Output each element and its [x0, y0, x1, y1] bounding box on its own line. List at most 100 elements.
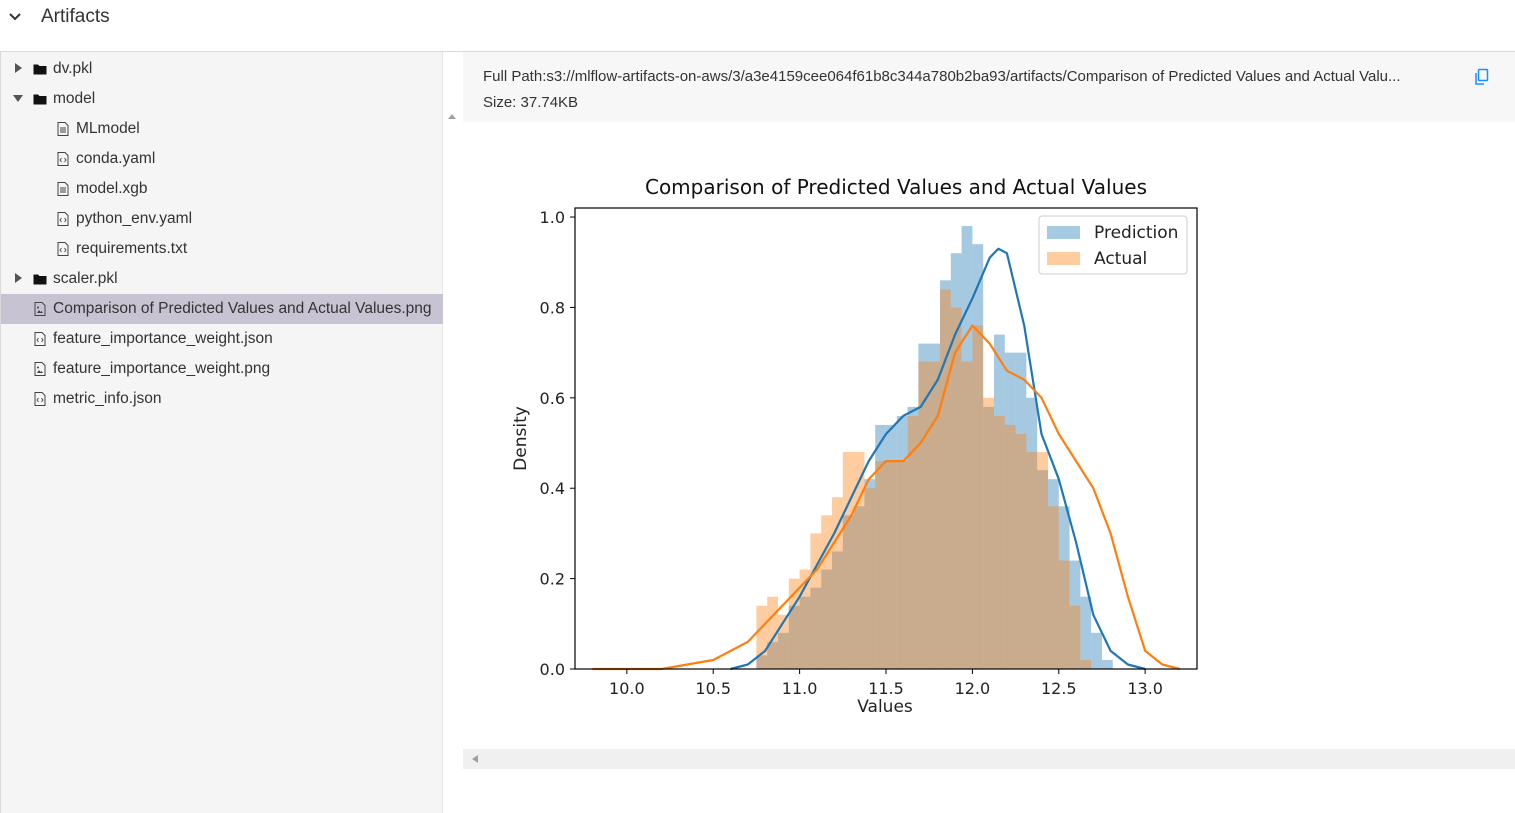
- histogram-bar: [993, 334, 1005, 669]
- x-tick-label: 10.5: [695, 679, 731, 698]
- chevron-down-icon[interactable]: [8, 10, 22, 24]
- caret-right-icon[interactable]: [13, 273, 23, 283]
- caret-right-icon[interactable]: [13, 63, 23, 73]
- tree-item[interactable]: Comparison of Predicted Values and Actua…: [1, 294, 443, 324]
- legend-label: Prediction: [1094, 223, 1178, 243]
- histogram-bar: [1058, 560, 1070, 669]
- artifact-info: Full Path:s3://mlflow-artifacts-on-aws/3…: [463, 52, 1515, 122]
- tree-item-label: requirements.txt: [76, 240, 188, 257]
- tree-item[interactable]: MLmodel: [1, 114, 443, 144]
- histogram-bar: [1058, 506, 1070, 669]
- histogram-bar: [788, 605, 800, 669]
- histogram-bar: [1026, 397, 1038, 669]
- histogram-bar: [983, 406, 994, 669]
- tree-item[interactable]: requirements.txt: [1, 234, 443, 264]
- histogram-bar: [832, 551, 843, 669]
- file-size: Size: 37.74KB: [483, 94, 579, 111]
- tree-item-label: Comparison of Predicted Values and Actua…: [53, 300, 432, 317]
- artifacts-header: Artifacts: [0, 0, 1515, 52]
- histogram-bar: [810, 533, 822, 669]
- legend-label: Actual: [1094, 249, 1147, 269]
- tree-item-label: metric_info.json: [53, 390, 162, 407]
- histogram-bar: [767, 641, 779, 669]
- code-file-icon: [57, 152, 69, 166]
- histogram-bar: [810, 587, 822, 669]
- y-tick-label: 0.4: [540, 479, 565, 498]
- histogram-bar: [929, 343, 940, 669]
- tree-item-label: model.xgb: [76, 180, 148, 197]
- histogram-bar: [799, 569, 811, 669]
- histogram-bar: [1004, 352, 1016, 669]
- tree-item-label: model: [53, 90, 96, 107]
- histogram-bar: [896, 415, 908, 669]
- histogram-bar: [832, 497, 843, 669]
- histogram-bar: [864, 479, 876, 669]
- histogram-chart: 10.0 10.5 11.0 11.5 12.0 12.5 13.0 0.0 0.2 0.4 0.6…: [511, 175, 1198, 717]
- tree-item[interactable]: feature_importance_weight.png: [1, 354, 443, 384]
- legend-swatch: [1047, 226, 1080, 239]
- tree-item[interactable]: conda.yaml: [1, 144, 443, 174]
- tree-item[interactable]: scaler.pkl: [1, 264, 443, 294]
- tree-item-label: scaler.pkl: [53, 270, 118, 287]
- histogram-bar: [918, 343, 930, 669]
- x-tick-label: 12.5: [1041, 679, 1077, 698]
- tree-item[interactable]: dv.pkl: [1, 54, 443, 84]
- histogram-bar: [993, 415, 1005, 669]
- image-file-icon: [34, 302, 46, 316]
- copy-icon[interactable]: [1474, 68, 1490, 86]
- histogram-bar: [1101, 659, 1113, 669]
- x-axis-label: Values: [857, 697, 913, 717]
- full-path: Full Path:s3://mlflow-artifacts-on-aws/3…: [483, 68, 1401, 85]
- histogram-bar: [939, 289, 951, 669]
- histogram-bar: [907, 415, 919, 669]
- x-tick-label: 11.0: [782, 679, 818, 698]
- folder-icon: [33, 64, 47, 75]
- histogram-bar: [756, 605, 768, 669]
- image-file-icon: [34, 362, 46, 376]
- histogram-bar: [853, 506, 865, 669]
- artifact-preview: Full Path:s3://mlflow-artifacts-on-aws/3…: [463, 52, 1515, 813]
- histogram-bar: [950, 307, 962, 669]
- histogram-bar: [907, 406, 919, 669]
- histogram-bar: [950, 253, 962, 669]
- x-tick-label: 12.0: [955, 679, 991, 698]
- tree-item-label: python_env.yaml: [76, 210, 193, 227]
- histogram-bar: [886, 424, 897, 669]
- histogram-bar: [972, 325, 984, 669]
- text-file-icon: [57, 122, 69, 136]
- code-file-icon: [57, 212, 69, 226]
- histogram-bar: [1047, 479, 1059, 669]
- caret-down-icon[interactable]: [13, 93, 23, 103]
- folder-icon: [33, 274, 47, 285]
- legend-box: [1038, 215, 1188, 275]
- tree-item[interactable]: feature_importance_weight.json: [1, 324, 443, 354]
- horizontal-scrollbar[interactable]: [463, 749, 1515, 769]
- y-tick-label: 0.6: [540, 389, 565, 408]
- x-tick-label: 13.0: [1127, 679, 1163, 698]
- histogram-bar: [778, 632, 789, 669]
- y-axis-label: Density: [511, 406, 531, 471]
- section-title: Artifacts: [41, 6, 110, 27]
- histogram-bar: [842, 452, 854, 669]
- tree-item[interactable]: model: [1, 84, 443, 114]
- artifact-tree: dv.pkl model MLmodel conda.yaml model.xgb pyt…: [0, 52, 456, 813]
- tree-item[interactable]: python_env.yaml: [1, 204, 443, 234]
- scroll-up-arrow-icon[interactable]: [447, 112, 457, 120]
- tree-item[interactable]: model.xgb: [1, 174, 443, 204]
- scroll-left-arrow-icon[interactable]: [471, 755, 479, 763]
- histogram-bar: [972, 244, 984, 669]
- histogram-bar: [1091, 632, 1102, 669]
- code-file-icon: [34, 392, 46, 406]
- histogram-bar: [929, 361, 940, 669]
- histogram-bar: [918, 361, 930, 669]
- tree-item[interactable]: metric_info.json: [1, 384, 443, 414]
- text-file-icon: [57, 182, 69, 196]
- histogram-bar: [1026, 452, 1038, 669]
- tree-item-label: MLmodel: [76, 120, 140, 137]
- tree-item-label: feature_importance_weight.json: [53, 330, 273, 347]
- chart-title: Comparison of Predicted Values and Actua…: [645, 175, 1147, 199]
- histogram-bar: [886, 461, 897, 669]
- x-tick-label: 11.5: [868, 679, 904, 698]
- histogram-bar: [1037, 452, 1048, 669]
- histogram-bar: [1080, 596, 1092, 669]
